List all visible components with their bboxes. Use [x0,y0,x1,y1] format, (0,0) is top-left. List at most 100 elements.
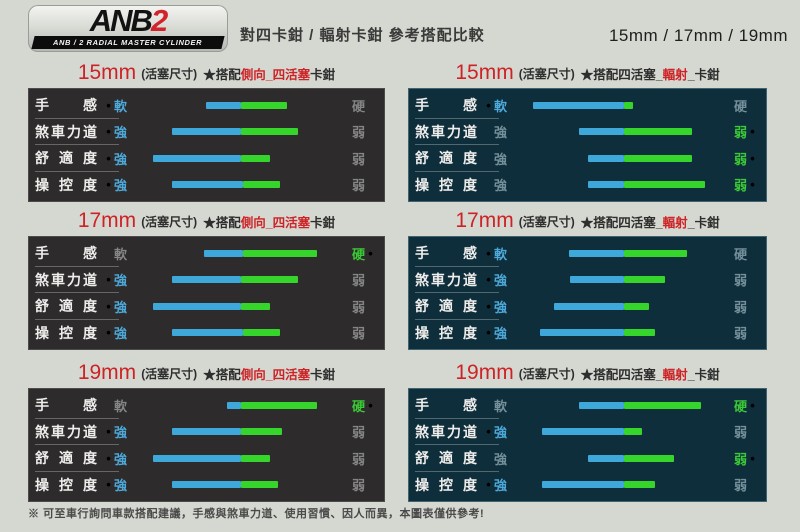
comparison-panel: 手感•軟硬•煞車力道•強弱•舒適度•強弱•操控度•強弱• [408,388,767,502]
spec-row: 操控度•強弱• [409,320,766,347]
right-word-text: 弱 [351,326,365,342]
left-word: •強 [483,422,529,441]
left-word-text: 強 [114,478,128,494]
right-word-text: 硬 [351,398,365,414]
bar-track [531,145,710,172]
bullet-icon: • [106,325,111,341]
pairing-text-post: _卡鉗 [687,215,720,230]
left-word: •強 [483,297,529,316]
right-word: 弱• [334,323,376,342]
panel-cell-15mm-4piston-radial: 15mm(活塞尺寸)★搭配四活塞_輻射_卡鉗手感•軟硬•煞車力道•強弱•舒適度•… [408,58,767,206]
right-word-text: 弱 [733,478,747,494]
bar-blue-segment [152,454,242,462]
pairing-highlight: 側向_四活塞 [240,367,311,382]
spec-row: 手感•軟硬• [409,392,766,419]
row-label: 手感 [35,245,97,262]
spec-row: 手感•軟硬• [29,92,384,119]
panel-size-label: 17mm [77,209,137,232]
spec-row: 操控度•強弱• [29,320,384,347]
bullet-icon: • [368,245,373,261]
right-word-text: 弱 [351,125,365,141]
comparison-panel: 手感•軟硬•煞車力道•強弱•舒適度•強弱•操控度•強弱• [28,88,385,202]
panel-size-label: 15mm [455,61,514,84]
bar-blue-segment [541,428,625,436]
left-word-text: 軟 [114,398,128,414]
bar-green-segment [241,401,318,409]
bar-track [531,267,710,294]
spec-row: 操控度•強弱• [29,172,384,199]
right-word: 硬• [716,96,758,115]
row-label: 手感 [35,397,97,414]
bullet-icon: • [750,124,755,140]
right-word: 弱• [334,270,376,289]
left-word: •強 [483,475,529,494]
bar-track [151,172,328,199]
spec-row: 舒適度•強弱• [29,445,384,472]
bar-blue-segment [152,154,242,162]
panel-title: 19mm (活塞尺寸) ★搭配四活塞_ 輻射 _卡鉗 [408,358,767,388]
row-label: 操控度 [35,476,97,493]
bar-track [151,145,328,172]
right-word: 弱• [716,449,758,468]
bar-green-segment [624,276,666,284]
pairing-highlight: 側向_四活塞 [240,67,311,82]
bar-blue-segment [588,454,625,462]
pairing-text-post: 卡鉗 [310,367,336,382]
bullet-icon: • [750,397,755,413]
spec-row: 煞車力道•強弱• [409,267,766,294]
piston-size-note: (活塞尺寸) [518,214,575,229]
size-list-label: 15mm / 17mm / 19mm [608,26,788,45]
bar-track [151,92,328,119]
bar-track [151,293,328,320]
bar-blue-segment [579,401,625,409]
bullet-icon: • [486,97,491,113]
bar-track [151,392,328,419]
bar-blue-segment [172,128,242,136]
row-label: 手感 [415,97,477,114]
bar-track [531,92,710,119]
right-word-text: 硬 [733,98,747,114]
right-word-text: 弱 [351,425,365,441]
bar-track [531,472,710,499]
left-word-text: 軟 [494,246,508,262]
bar-blue-segment [205,101,242,109]
left-word-text: 軟 [494,98,508,114]
left-word: •強 [103,449,149,468]
pairing-highlight: 輻射 [662,367,688,382]
left-word-text: 軟 [114,98,128,114]
spec-row: 操控度•強弱• [29,472,384,499]
bullet-icon: • [750,177,755,193]
bar-track [151,472,328,499]
left-word-text: 軟 [114,246,128,262]
panel-cell-19mm-side-4piston: 19mm(活塞尺寸)★搭配側向_四活塞卡鉗手感•軟硬•煞車力道•強弱•舒適度•強… [28,358,385,518]
bar-blue-segment [227,401,242,409]
bar-blue-segment [172,181,244,189]
left-word-text: 強 [494,151,508,167]
right-word: 弱• [716,122,758,141]
spec-row: 操控度•強弱• [409,472,766,499]
bar-blue-segment [172,329,244,337]
bar-track [531,320,710,347]
left-word: •強 [483,149,529,168]
panel-size-label: 15mm [77,61,137,84]
left-word-text: 強 [114,178,128,194]
right-word-text: 弱 [351,478,365,494]
bar-green-segment [241,128,298,136]
bar-track [151,320,328,347]
left-word: •強 [483,175,529,194]
panel-cell-17mm-side-4piston: 17mm(活塞尺寸)★搭配側向_四活塞卡鉗手感•軟硬•煞車力道•強弱•舒適度•強… [28,206,385,358]
left-word: •強 [103,297,149,316]
right-word: 硬• [716,396,758,415]
left-word: •軟 [483,244,529,263]
comparison-panel: 手感•軟硬•煞車力道•強弱•舒適度•強弱•操控度•強弱• [28,236,385,350]
right-word-text: 弱 [733,178,747,194]
row-label: 舒適度 [415,450,477,467]
pairing-text-post: _卡鉗 [687,67,720,82]
bullet-icon: • [106,150,111,166]
left-word: •軟 [483,396,529,415]
left-word-text: 強 [114,299,128,315]
row-label: 操控度 [415,176,477,193]
right-word: 弱• [716,175,758,194]
bar-blue-segment [204,249,244,257]
